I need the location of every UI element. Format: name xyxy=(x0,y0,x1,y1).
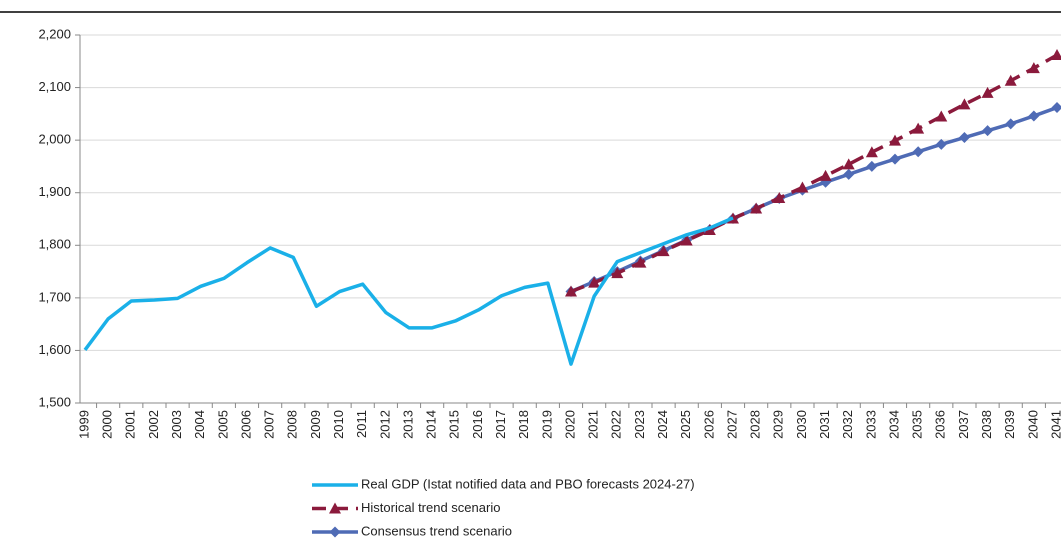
x-tick-label: 2017 xyxy=(493,410,508,439)
x-tick-label: 2003 xyxy=(169,410,184,439)
data-point xyxy=(1051,102,1061,114)
x-tick-label: 2029 xyxy=(771,410,786,439)
x-tick-label: 2039 xyxy=(1002,410,1017,439)
x-tick-label: 2015 xyxy=(447,410,462,439)
x-tick-label: 2037 xyxy=(956,410,971,439)
data-point xyxy=(588,276,601,288)
y-tick-label: 1,600 xyxy=(38,342,71,357)
x-tick-label: 2025 xyxy=(678,410,693,439)
x-tick-label: 2032 xyxy=(840,410,855,439)
legend-marker xyxy=(329,526,341,538)
data-point xyxy=(565,285,577,297)
legend-label: Historical trend scenario xyxy=(361,500,500,515)
y-tick-label: 1,700 xyxy=(38,289,71,304)
x-tick-label: 2024 xyxy=(655,410,670,439)
y-tick-label: 2,000 xyxy=(38,132,71,147)
y-tick-label: 1,900 xyxy=(38,184,71,199)
x-tick-label: 2001 xyxy=(123,410,138,439)
data-point xyxy=(750,202,763,214)
data-point xyxy=(865,146,878,158)
x-tick-label: 2021 xyxy=(586,410,601,439)
x-tick-label: 2035 xyxy=(910,410,925,439)
x-tick-label: 2036 xyxy=(933,410,948,439)
x-tick-label: 2020 xyxy=(562,410,577,439)
x-tick-label: 2031 xyxy=(817,410,832,439)
x-tick-label: 2030 xyxy=(794,410,809,439)
data-point xyxy=(1005,118,1017,130)
x-tick-label: 2041 xyxy=(1048,410,1061,439)
x-tick-label: 2019 xyxy=(539,410,554,439)
x-tick-label: 2022 xyxy=(609,410,624,439)
data-point xyxy=(889,153,901,165)
data-point xyxy=(1028,110,1040,122)
data-point xyxy=(912,146,924,158)
legend-marker xyxy=(329,502,341,514)
data-point xyxy=(866,160,878,172)
x-tick-label: 2010 xyxy=(331,410,346,439)
x-tick-label: 2038 xyxy=(979,410,994,439)
data-point xyxy=(935,110,948,122)
data-point xyxy=(889,134,901,146)
data-point xyxy=(982,125,994,137)
data-point xyxy=(935,138,947,150)
data-point xyxy=(912,122,925,134)
y-tick-label: 1,800 xyxy=(38,237,71,252)
legend-label: Consensus trend scenario xyxy=(361,523,512,538)
data-point xyxy=(819,169,832,181)
data-point xyxy=(981,86,994,98)
data-point xyxy=(958,98,971,110)
x-tick-label: 2014 xyxy=(424,410,439,439)
data-point xyxy=(680,234,693,246)
data-point xyxy=(842,158,855,170)
x-tick-label: 2002 xyxy=(146,410,161,439)
x-tick-label: 2026 xyxy=(701,410,716,439)
x-tick-label: 2034 xyxy=(886,410,901,439)
x-tick-label: 2028 xyxy=(748,410,763,439)
x-tick-label: 2008 xyxy=(285,410,300,439)
data-point xyxy=(843,168,855,180)
x-tick-label: 2011 xyxy=(354,410,369,438)
data-point xyxy=(796,181,809,193)
x-tick-label: 2007 xyxy=(262,410,277,439)
data-point xyxy=(1004,74,1017,86)
x-tick-label: 2033 xyxy=(863,410,878,439)
y-tick-label: 2,200 xyxy=(38,26,71,41)
x-tick-label: 2018 xyxy=(516,410,531,439)
y-tick-label: 2,100 xyxy=(38,79,71,94)
data-point xyxy=(1027,62,1040,74)
x-tick-label: 2012 xyxy=(377,410,392,439)
x-tick-label: 2009 xyxy=(308,410,323,439)
series-line xyxy=(570,53,1058,294)
data-point xyxy=(657,245,670,257)
data-point xyxy=(1051,48,1061,60)
x-tick-label: 2005 xyxy=(215,410,230,439)
x-tick-label: 2013 xyxy=(400,410,415,439)
x-tick-label: 2040 xyxy=(1025,410,1040,439)
x-tick-label: 2016 xyxy=(470,410,485,439)
x-tick-label: 1999 xyxy=(76,410,91,439)
x-tick-label: 2023 xyxy=(632,410,647,439)
data-point xyxy=(634,256,647,268)
x-tick-label: 2027 xyxy=(724,410,739,439)
legend-label: Real GDP (Istat notified data and PBO fo… xyxy=(361,476,695,491)
x-tick-label: 2004 xyxy=(192,410,207,439)
data-point xyxy=(958,132,970,144)
data-point xyxy=(773,191,786,203)
data-point xyxy=(611,267,624,279)
x-tick-label: 2006 xyxy=(238,410,253,439)
x-tick-label: 2000 xyxy=(100,410,115,439)
series-line xyxy=(83,216,734,366)
y-tick-label: 1,500 xyxy=(38,394,71,409)
